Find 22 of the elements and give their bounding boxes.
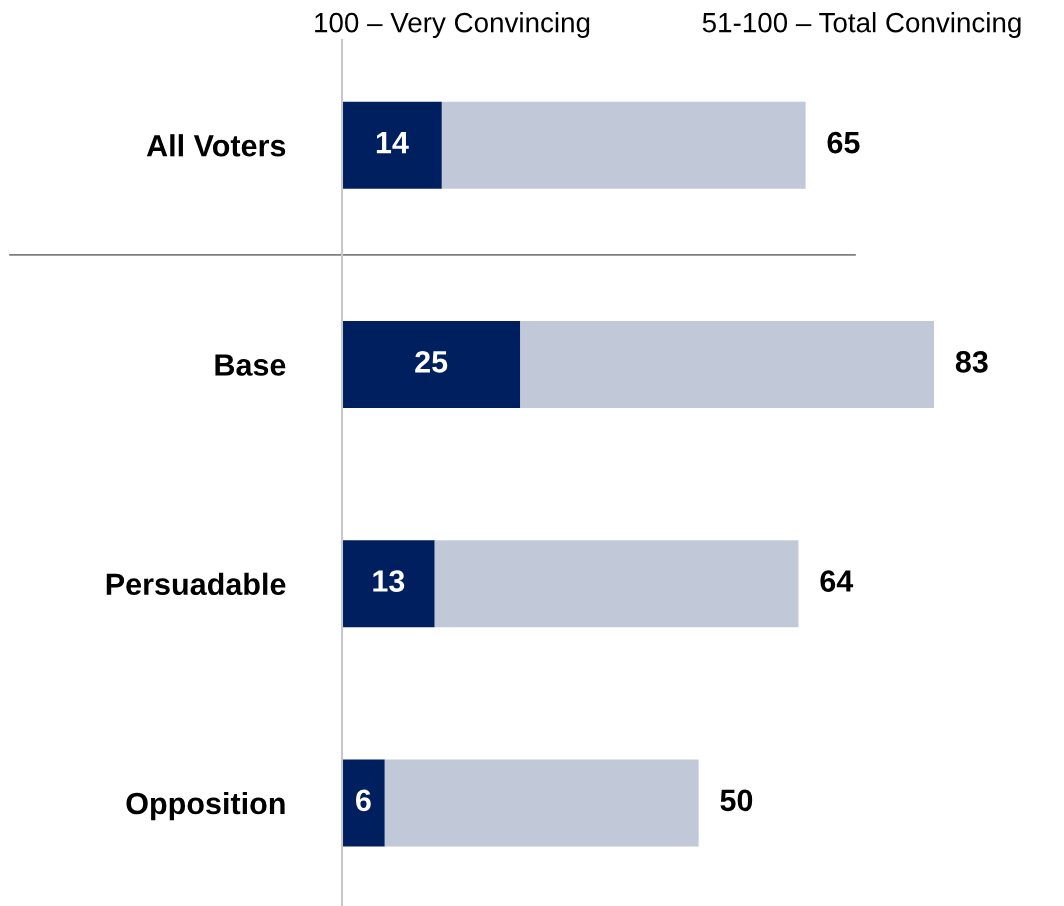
total-label: 64 [820, 570, 854, 592]
total-label: 65 [827, 131, 860, 154]
bar [342, 540, 435, 628]
y-tick-label: Persuadable [106, 572, 286, 596]
y-tick-label: Opposition [126, 791, 285, 821]
data-label: 25 [415, 351, 448, 373]
text: 51-100 – Total Convincing [702, 12, 1021, 38]
data-label: 13 [373, 570, 405, 592]
y-tick-label: All Voters [146, 134, 286, 157]
bar [434, 540, 799, 628]
total-label: 50 [720, 789, 753, 812]
bar [520, 320, 934, 409]
bar [384, 759, 699, 847]
bar [342, 101, 442, 189]
bar [342, 759, 385, 847]
data-label: 14 [376, 132, 409, 154]
data-label: 6 [356, 789, 371, 812]
bar [441, 101, 806, 189]
bar [342, 320, 521, 409]
text: 100 – Very Convincing [315, 12, 590, 38]
y-tick-label: Base [215, 354, 286, 376]
total-label: 83 [955, 351, 988, 373]
